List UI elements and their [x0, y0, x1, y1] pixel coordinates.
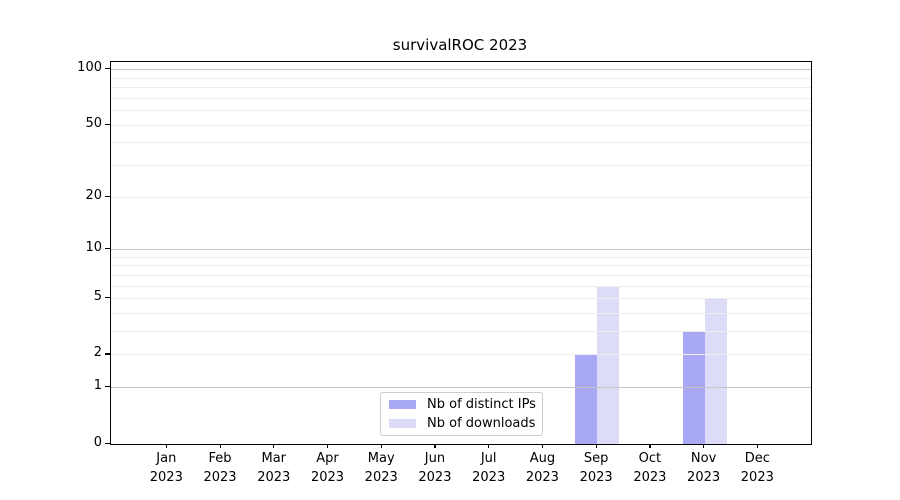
gridline-y-90 [111, 77, 811, 79]
x-tick-month: Jun [424, 451, 446, 466]
legend-label: Nb of distinct IPs [427, 397, 536, 412]
gridline-y-7 [111, 274, 811, 276]
x-tick-oct [649, 444, 651, 448]
gridline-y-8 [111, 265, 811, 267]
x-tick-label-jul: Jul 2023 [457, 449, 521, 487]
x-tick-mar [273, 444, 275, 448]
y-tick-label-50: 50 [85, 115, 102, 131]
x-tick-label-sep: Sep 2023 [564, 449, 628, 487]
gridline-y-6 [111, 285, 811, 287]
y-tick-1 [105, 386, 110, 388]
x-tick-jul [488, 444, 490, 448]
x-tick-label-jun: Jun 2023 [403, 449, 467, 487]
x-tick-feb [219, 444, 221, 448]
x-tick-label-jan: Jan 2023 [134, 449, 198, 487]
gridline-y-2 [111, 354, 811, 356]
gridline-y-20 [111, 196, 811, 198]
legend-entry-downloads: Nb of downloads [389, 414, 536, 433]
x-tick-label-aug: Aug 2023 [510, 449, 574, 487]
x-tick-sep [595, 444, 597, 448]
gridline-y-100 [111, 69, 811, 71]
gridlines-layer [111, 62, 811, 444]
x-tick-year: 2023 [472, 470, 506, 485]
y-tick-label-5: 5 [93, 289, 102, 305]
gridline-y-10 [111, 248, 811, 250]
x-tick-label-mar: Mar 2023 [242, 449, 306, 487]
x-tick-month: May [367, 451, 395, 466]
x-tick-month: Aug [529, 451, 556, 466]
y-tick-10 [105, 247, 110, 250]
gridline-y-3 [111, 331, 811, 333]
x-tick-month: Jan [156, 451, 177, 466]
x-tick-year: 2023 [418, 470, 452, 485]
gridline-y-5 [111, 298, 811, 300]
y-tick-label-10: 10 [85, 239, 102, 255]
gridline-y-60 [111, 110, 811, 111]
chart-title: survivalROC 2023 [392, 36, 528, 54]
bar-downloads-sep [597, 286, 620, 444]
legend-entry-distinct-ips: Nb of distinct IPs [389, 395, 536, 414]
x-tick-label-feb: Feb 2023 [188, 449, 252, 487]
x-tick-month: Sep [583, 451, 609, 466]
gridline-y-1 [111, 387, 811, 389]
x-tick-apr [326, 444, 329, 448]
legend-swatch [389, 419, 416, 428]
legend: Nb of distinct IPs Nb of downloads [380, 392, 543, 436]
x-tick-year: 2023 [149, 470, 183, 485]
y-tick-50 [105, 123, 110, 125]
legend-label: Nb of downloads [427, 416, 536, 431]
y-tick-20 [105, 195, 110, 197]
legend-swatch [389, 400, 416, 409]
x-tick-year: 2023 [364, 470, 398, 485]
x-tick-nov [703, 444, 705, 448]
gridline-y-50 [111, 124, 811, 126]
x-tick-month: Feb [208, 451, 232, 466]
gridline-y-70 [111, 97, 811, 99]
y-tick-label-0: 0 [93, 434, 102, 450]
bars-layer [111, 62, 811, 444]
x-tick-month: Nov [690, 451, 717, 466]
x-tick-month: Oct [638, 451, 662, 466]
x-tick-label-oct: Oct 2023 [618, 449, 682, 487]
x-tick-year: 2023 [310, 470, 345, 485]
x-tick-aug [541, 444, 544, 448]
y-tick-2 [105, 353, 110, 355]
x-tick-year: 2023 [633, 470, 667, 485]
gridline-y-30 [111, 164, 811, 166]
x-tick-label-apr: Apr 2023 [295, 449, 359, 487]
bar-downloads-nov [704, 298, 727, 444]
x-tick-year: 2023 [687, 470, 721, 485]
y-tick-label-1: 1 [93, 378, 102, 394]
x-tick-year: 2023 [579, 470, 613, 485]
gridline-y-9 [111, 256, 811, 258]
x-tick-year: 2023 [525, 470, 559, 485]
y-tick-label-2: 2 [93, 345, 102, 361]
y-tick-5 [105, 297, 110, 299]
x-tick-month: Apr [316, 451, 339, 466]
plot-area: Nb of distinct IPs Nb of downloads [110, 61, 812, 445]
x-tick-jun [434, 444, 436, 448]
gridline-y-40 [111, 142, 811, 144]
x-tick-jan [165, 444, 167, 448]
x-tick-label-may: May 2023 [349, 449, 413, 487]
y-tick-100 [105, 68, 110, 70]
y-tick-label-20: 20 [85, 187, 102, 203]
x-tick-year: 2023 [257, 470, 291, 485]
x-tick-year: 2023 [740, 470, 774, 485]
y-tick-label-100: 100 [77, 60, 102, 76]
gridline-y-80 [111, 87, 811, 88]
x-tick-month: Dec [744, 451, 770, 466]
x-tick-month: Jul [480, 451, 497, 466]
y-tick-0 [105, 442, 110, 444]
gridline-y-4 [111, 312, 811, 314]
x-tick-may [380, 444, 382, 448]
x-tick-label-dec: Dec 2023 [725, 449, 789, 487]
x-tick-year: 2023 [203, 470, 237, 485]
x-tick-month: Mar [261, 451, 287, 466]
x-tick-dec [756, 444, 759, 448]
bar-distinct-ips-sep [575, 354, 598, 444]
x-tick-label-nov: Nov 2023 [672, 449, 736, 487]
